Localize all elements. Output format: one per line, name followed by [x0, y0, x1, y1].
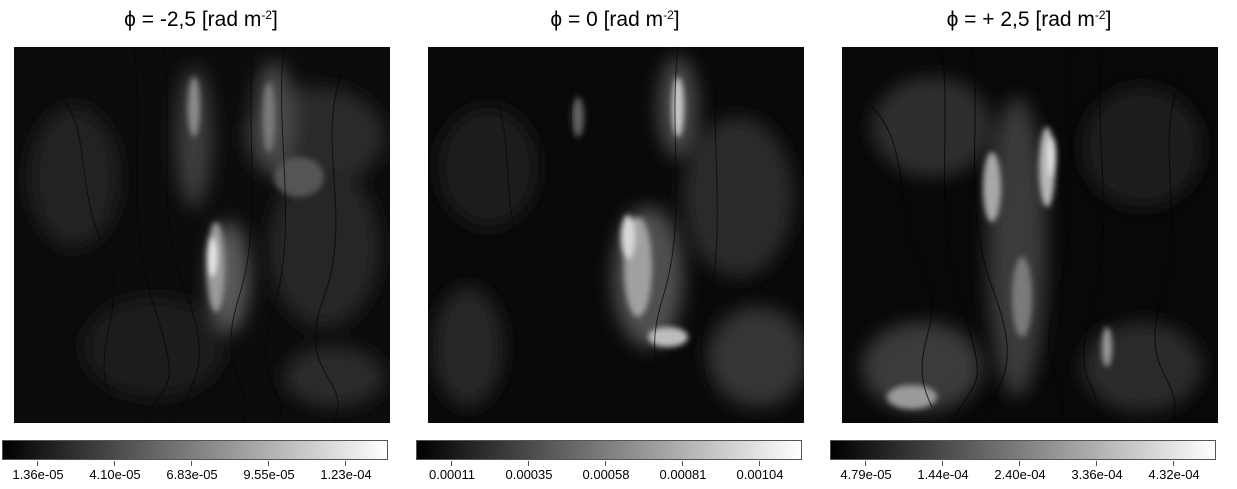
colorbar-label: 0.00035 — [505, 467, 553, 482]
colorbar-label: 0.00011 — [428, 467, 476, 482]
colorbar-tick — [191, 461, 192, 466]
colorbar-tick — [528, 461, 529, 466]
intensity-map-image — [14, 47, 390, 423]
colorbar-tick — [114, 461, 115, 466]
colorbar-label: 0.00081 — [659, 467, 707, 482]
colorbar-ticks — [416, 461, 802, 467]
colorbar-tick — [268, 461, 269, 466]
colorbar-label: 3.36e-04 — [1071, 467, 1123, 482]
panel-phi-minus: ϕ = -2,5 [rad m-2] — [0, 0, 402, 489]
colorbar — [416, 440, 802, 460]
colorbar-labels: 0.00011 0.00035 0.00058 0.00081 0.00104 — [414, 466, 816, 486]
colorbar — [830, 440, 1216, 460]
colorbar-ticks — [2, 461, 388, 467]
colorbar-label: 1.44e-04 — [917, 467, 969, 482]
colorbar-labels: 1.36e-05 4.10e-05 6.83e-05 9.55e-05 1.23… — [0, 466, 402, 486]
colorbar-label: 4.10e-05 — [89, 467, 141, 482]
colorbar-label: 2.40e-04 — [994, 467, 1046, 482]
panel-title: ϕ = -2,5 [rad m-2] — [124, 8, 278, 31]
panel-title: ϕ = 0 [rad m-2] — [550, 8, 680, 31]
colorbar-label: 4.79e-05 — [840, 467, 892, 482]
colorbar-labels: 4.79e-05 1.44e-04 2.40e-04 3.36e-04 4.32… — [828, 466, 1230, 486]
intensity-map-image — [842, 47, 1218, 423]
colorbar-tick — [345, 461, 346, 466]
colorbar-tick — [37, 461, 38, 466]
colorbar-label: 0.00058 — [582, 467, 630, 482]
colorbar-label: 9.55e-05 — [243, 467, 295, 482]
intensity-map-image — [428, 47, 804, 423]
colorbar-label: 6.83e-05 — [166, 467, 218, 482]
colorbar-tick — [1173, 461, 1174, 466]
colorbar-tick — [942, 461, 943, 466]
colorbar-label: 4.32e-04 — [1148, 467, 1200, 482]
colorbar-label: 1.36e-05 — [12, 467, 64, 482]
panel-title: ϕ = + 2,5 [rad m-2] — [946, 8, 1112, 31]
panel-phi-plus: ϕ = + 2,5 [rad m-2] — [828, 0, 1230, 489]
colorbar-tick — [451, 461, 452, 466]
colorbar-tick — [1096, 461, 1097, 466]
colorbar-label: 0.00104 — [736, 467, 784, 482]
panel-phi-zero: ϕ = 0 [rad m-2] — [414, 0, 816, 489]
colorbar-tick — [682, 461, 683, 466]
colorbar — [2, 440, 388, 460]
colorbar-tick — [759, 461, 760, 466]
colorbar-tick — [605, 461, 606, 466]
colorbar-tick — [1019, 461, 1020, 466]
colorbar-tick — [865, 461, 866, 466]
colorbar-ticks — [830, 461, 1216, 467]
colorbar-label: 1.23e-04 — [320, 467, 372, 482]
